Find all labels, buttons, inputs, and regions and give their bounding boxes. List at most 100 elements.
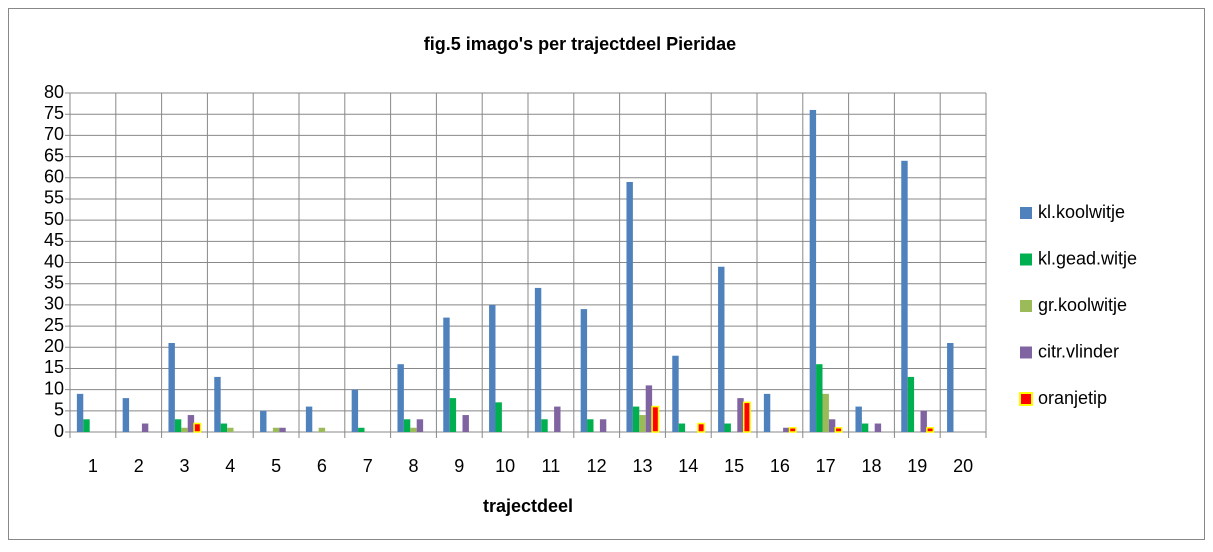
bar — [443, 317, 450, 432]
bar — [855, 406, 862, 432]
bar — [193, 422, 202, 433]
bar — [947, 343, 954, 432]
bar — [181, 427, 188, 432]
bar — [397, 364, 404, 432]
bar — [260, 410, 267, 432]
legend-swatch — [1020, 346, 1032, 359]
legend-label: kl.gead.witje — [1038, 248, 1137, 268]
y-tick-label: 0 — [54, 421, 64, 441]
bar — [816, 364, 823, 432]
x-tick-label: 2 — [134, 456, 144, 476]
bar — [174, 419, 182, 432]
y-tick-label: 5 — [54, 400, 64, 420]
bar — [305, 406, 313, 432]
bar — [534, 287, 542, 432]
bar — [718, 266, 725, 432]
bar — [599, 419, 607, 432]
bar — [489, 304, 496, 432]
x-tick-label: 3 — [179, 456, 189, 476]
bar — [416, 419, 424, 432]
bar — [920, 410, 927, 432]
bar — [874, 423, 882, 432]
bar — [462, 415, 469, 432]
legend-label: oranjetip — [1038, 388, 1107, 408]
bar — [227, 427, 234, 432]
x-tick-label: 20 — [953, 456, 973, 476]
y-tick-label: 30 — [44, 294, 64, 314]
bar — [122, 398, 130, 432]
bar — [580, 309, 588, 432]
bar — [410, 427, 417, 432]
x-tick-label: 18 — [861, 456, 881, 476]
y-tick-label: 20 — [44, 336, 64, 356]
bar — [783, 427, 790, 432]
x-tick-label: 11 — [542, 456, 561, 476]
y-tick-label: 25 — [44, 315, 64, 335]
bar — [403, 419, 411, 432]
y-tick-label: 50 — [44, 209, 64, 229]
bar — [272, 427, 280, 432]
bar — [788, 427, 797, 433]
x-tick-label: 5 — [271, 456, 281, 476]
bar — [901, 160, 908, 433]
bar — [541, 419, 548, 432]
bar — [214, 376, 221, 432]
x-tick-label: 9 — [454, 456, 464, 476]
bar — [645, 385, 653, 432]
x-tick-label: 4 — [225, 456, 235, 476]
x-tick-label: 19 — [907, 456, 927, 476]
legend-swatch — [1020, 207, 1032, 219]
bar — [834, 427, 843, 433]
bar — [861, 423, 869, 432]
bar — [351, 389, 359, 432]
bar — [742, 401, 751, 433]
bar — [763, 393, 771, 432]
bar — [632, 406, 640, 432]
bar — [141, 423, 149, 432]
legend-swatch — [1020, 300, 1032, 312]
chart-title: fig.5 imago's per trajectdeel Pieridae — [424, 34, 736, 54]
x-tick-label: 8 — [408, 456, 418, 476]
bar — [926, 427, 935, 433]
y-tick-label: 45 — [44, 230, 64, 250]
bar — [737, 398, 744, 432]
bar — [724, 423, 731, 432]
x-tick-label: 1 — [88, 456, 98, 476]
bar — [907, 376, 915, 432]
bar — [587, 419, 594, 432]
y-tick-label: 80 — [44, 82, 64, 102]
y-tick-label: 60 — [44, 167, 64, 187]
bar — [697, 422, 706, 433]
bar — [220, 423, 228, 432]
x-axis-title: trajectdeel — [483, 496, 573, 516]
bar — [678, 423, 686, 432]
y-tick-label: 35 — [44, 272, 64, 292]
legend-swatch — [1019, 392, 1033, 406]
bar — [279, 427, 286, 432]
x-tick-label: 6 — [317, 456, 327, 476]
bar — [828, 419, 836, 432]
bar — [651, 405, 660, 433]
bar — [449, 398, 457, 432]
y-tick-label: 75 — [44, 103, 64, 123]
bar — [626, 181, 633, 432]
bar — [554, 406, 561, 432]
legend-label: kl.koolwitje — [1038, 202, 1125, 222]
x-tick-label: 15 — [724, 456, 744, 476]
x-tick-label: 12 — [587, 456, 607, 476]
y-tick-label: 70 — [44, 124, 64, 144]
x-tick-label: 16 — [770, 456, 790, 476]
y-tick-label: 40 — [44, 251, 64, 271]
y-tick-label: 55 — [44, 188, 64, 208]
bar — [76, 393, 84, 432]
x-tick-label: 17 — [816, 456, 836, 476]
y-tick-label: 65 — [44, 145, 64, 165]
x-tick-label: 14 — [678, 456, 698, 476]
bar — [83, 419, 90, 432]
legend-label: gr.koolwitje — [1038, 295, 1127, 315]
y-tick-label: 10 — [44, 378, 64, 398]
bar — [672, 355, 679, 432]
x-tick-label: 7 — [363, 456, 373, 476]
x-tick-label: 13 — [632, 456, 652, 476]
